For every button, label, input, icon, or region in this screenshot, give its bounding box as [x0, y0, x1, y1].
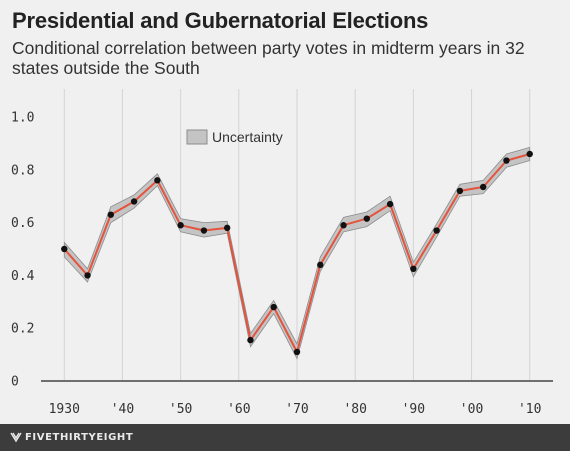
uncertainty-band: [63, 146, 531, 360]
x-tick-label: '00: [460, 402, 483, 417]
series-points-layer: [61, 150, 533, 356]
x-tick-label: '70: [285, 402, 308, 417]
line-chart: 1930 '40 '50 '60 '70 '80 '90 '00 '10 0 0.2 0.4 0.6 0.…: [11, 89, 553, 417]
data-point: [340, 222, 347, 229]
data-point: [386, 200, 394, 208]
data-point: [200, 227, 208, 234]
x-tick-label: '40: [111, 402, 134, 417]
data-point: [223, 224, 231, 232]
x-tick-label: 1930: [49, 402, 80, 417]
x-tick-label: '80: [343, 402, 366, 417]
data-point: [410, 265, 417, 272]
axis-layer: 1930 '40 '50 '60 '70 '80 '90 '00 '10 0 0.2 0.4 0.6 0.…: [11, 111, 553, 417]
data-point: [433, 227, 440, 234]
grid-layer: [63, 89, 531, 381]
y-tick-label: 0.4: [11, 269, 35, 284]
y-tick-label: 1.0: [11, 111, 34, 126]
y-tick-label: 0.6: [11, 216, 34, 231]
chart-subtitle: Conditional correlation between party vo…: [12, 38, 525, 78]
x-tick-label: '10: [518, 402, 541, 417]
data-point: [61, 245, 68, 253]
data-point: [456, 187, 464, 195]
data-point: [526, 150, 533, 158]
y-tick-label: 0.2: [11, 322, 34, 337]
uncertainty-band-layer: [63, 146, 531, 360]
legend-label: Uncertainty: [212, 129, 283, 145]
legend: Uncertainty: [186, 129, 283, 145]
fivethirtyeight-logo-icon: [10, 432, 22, 443]
data-point: [270, 303, 277, 311]
data-point: [479, 183, 487, 191]
footer-brand: FIVETHIRTYEIGHT: [25, 432, 134, 443]
data-point: [247, 336, 254, 344]
data-point: [293, 348, 301, 356]
y-tick-label: 0: [11, 375, 19, 390]
data-point: [317, 261, 324, 269]
y-tick-label: 0.8: [11, 163, 34, 178]
x-tick-label: '60: [227, 402, 250, 417]
footer-bar: FIVETHIRTYEIGHT: [0, 424, 570, 451]
legend-swatch: [186, 129, 208, 145]
data-point: [84, 272, 91, 279]
data-point: [363, 215, 371, 222]
data-point: [154, 177, 161, 184]
data-point: [503, 157, 510, 164]
x-tick-label: '50: [169, 402, 192, 417]
data-point: [130, 198, 138, 205]
chart-title: Presidential and Gubernatorial Elections: [12, 8, 429, 33]
data-point: [107, 211, 115, 218]
data-point: [177, 222, 184, 229]
x-tick-label: '90: [402, 402, 425, 417]
